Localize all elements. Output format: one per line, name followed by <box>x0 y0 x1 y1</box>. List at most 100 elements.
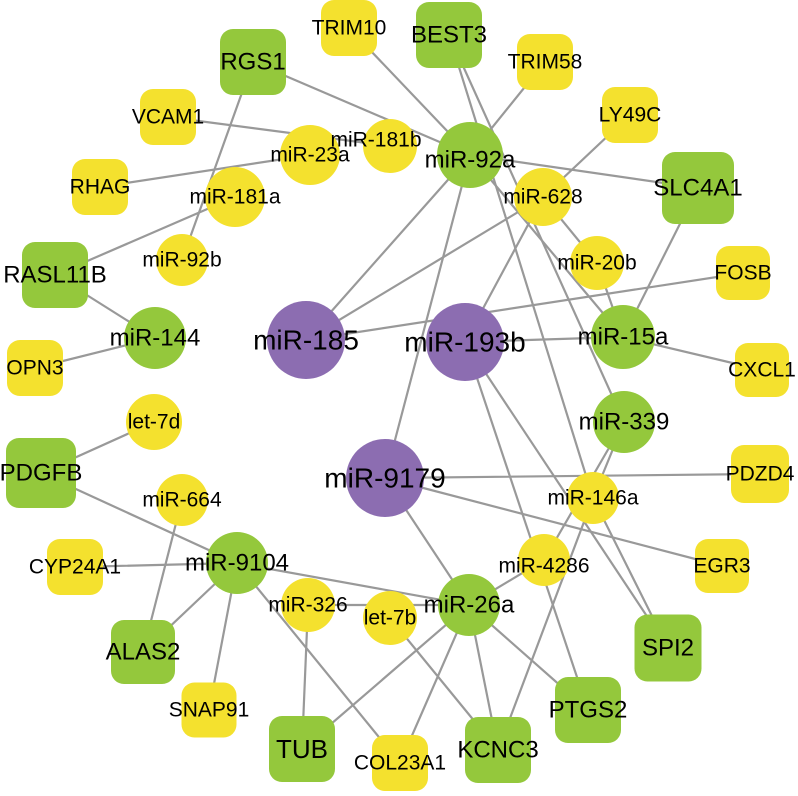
mirna-circle[interactable] <box>593 391 655 453</box>
gene-square[interactable] <box>695 539 749 593</box>
gene-square[interactable] <box>372 735 428 791</box>
mirna-circle[interactable] <box>206 532 268 594</box>
node-LY49C[interactable]: LY49C <box>599 87 662 143</box>
edge-SLC4A1--miR-92a <box>468 153 700 190</box>
gene-square[interactable] <box>634 614 702 682</box>
gene-square[interactable] <box>111 620 175 684</box>
gene-square[interactable] <box>555 677 621 743</box>
gene-square[interactable] <box>6 438 76 508</box>
edge-KCNC3--miR-146a <box>496 496 595 752</box>
mirna-circle[interactable] <box>156 234 208 286</box>
edge-miR-92a--miR-15a <box>468 153 625 339</box>
mirna-circle[interactable] <box>205 167 265 227</box>
node-miR-23a[interactable]: miR-23a <box>270 125 350 185</box>
node-FOSB[interactable]: FOSB <box>714 246 772 300</box>
node-TRIM10[interactable]: TRIM10 <box>312 0 387 56</box>
node-CXCL1[interactable]: CXCL1 <box>728 343 796 397</box>
node-miR-664[interactable]: miR-664 <box>142 474 222 526</box>
mirna-circle[interactable] <box>570 236 624 290</box>
node-miR-92a[interactable]: miR-92a <box>425 122 516 188</box>
node-miR-181a[interactable]: miR-181a <box>189 167 281 227</box>
mirna-circle[interactable] <box>363 119 417 173</box>
node-TUB[interactable]: TUB <box>269 716 335 782</box>
mirna-circle[interactable] <box>591 305 655 369</box>
node-BEST3[interactable]: BEST3 <box>411 2 487 68</box>
node-SPI2[interactable]: SPI2 <box>634 614 702 682</box>
gene-square[interactable] <box>517 34 573 90</box>
edge-COL23A1--miR-9104 <box>235 561 402 765</box>
node-RGS1[interactable]: RGS1 <box>220 29 286 95</box>
node-miR-144[interactable]: miR-144 <box>110 307 201 369</box>
gene-square[interactable] <box>47 539 103 595</box>
gene-square[interactable] <box>7 340 63 396</box>
mirna-circle[interactable] <box>438 574 500 636</box>
node-miR-185[interactable]: miR-185 <box>253 301 359 379</box>
node-miR-339[interactable]: miR-339 <box>579 391 670 453</box>
node-miR-628[interactable]: miR-628 <box>503 168 583 226</box>
gene-square[interactable] <box>22 242 88 308</box>
node-SNAP91[interactable]: SNAP91 <box>169 682 250 738</box>
mirna-circle[interactable] <box>518 534 570 586</box>
hub-mirna-circle[interactable] <box>426 303 504 381</box>
mirna-circle[interactable] <box>126 394 182 450</box>
gene-square[interactable] <box>716 246 770 300</box>
edge-FOSB--miR-185 <box>304 271 745 342</box>
node-EGR3[interactable]: EGR3 <box>693 539 751 593</box>
hub-mirna-circle[interactable] <box>346 439 424 517</box>
edge-miR-185--miR-92a <box>304 153 472 342</box>
gene-square[interactable] <box>731 445 789 503</box>
mirna-circle[interactable] <box>280 125 340 185</box>
node-TRIM58[interactable]: TRIM58 <box>508 34 583 90</box>
gene-square[interactable] <box>269 716 335 782</box>
node-miR-181b[interactable]: miR-181b <box>330 119 422 173</box>
node-VCAM1[interactable]: VCAM1 <box>132 89 204 145</box>
mirna-circle[interactable] <box>281 578 335 632</box>
node-miR-15a[interactable]: miR-15a <box>578 305 669 369</box>
mirna-circle[interactable] <box>567 472 619 524</box>
mirna-circle[interactable] <box>363 591 417 645</box>
mirna-circle[interactable] <box>156 474 208 526</box>
mirna-circle[interactable] <box>514 168 572 226</box>
edge-PTGS2--miR-193b <box>463 340 590 712</box>
gene-square[interactable] <box>735 343 789 397</box>
gene-square[interactable] <box>602 87 658 143</box>
node-miR-92b[interactable]: miR-92b <box>142 234 222 286</box>
gene-square[interactable] <box>465 717 531 783</box>
edge-RGS1--miR-92a <box>251 60 472 157</box>
node-PTGS2[interactable]: PTGS2 <box>549 677 628 743</box>
node-KCNC3[interactable]: KCNC3 <box>457 717 539 783</box>
node-SLC4A1[interactable]: SLC4A1 <box>653 152 743 224</box>
node-RHAG[interactable]: RHAG <box>70 159 131 215</box>
edge-BEST3--miR-339 <box>447 33 626 424</box>
node-PDGFB[interactable]: PDGFB <box>0 438 82 508</box>
gene-square[interactable] <box>321 0 377 56</box>
gene-square[interactable] <box>662 152 734 224</box>
edge-miR-9104--miR-26a <box>235 561 471 607</box>
node-miR-146a[interactable]: miR-146a <box>547 472 639 524</box>
edge-VCAM1--miR-181b <box>166 115 392 148</box>
edge-miR-9179--miR-92a <box>383 153 472 480</box>
node-COL23A1[interactable]: COL23A1 <box>354 735 446 791</box>
mirna-circle[interactable] <box>437 122 503 188</box>
gene-square[interactable] <box>416 2 482 68</box>
node-miR-193b[interactable]: miR-193b <box>404 303 526 381</box>
node-OPN3[interactable]: OPN3 <box>6 340 64 396</box>
edge-PDZD4--miR-9179 <box>383 472 762 480</box>
edge-BEST3--miR-146a <box>447 33 595 500</box>
mirna-circle[interactable] <box>124 307 186 369</box>
hub-mirna-circle[interactable] <box>267 301 345 379</box>
gene-square[interactable] <box>72 159 128 215</box>
node-PDZD4[interactable]: PDZD4 <box>726 445 795 503</box>
node-let-7b[interactable]: let-7b <box>363 591 417 645</box>
node-miR-20b[interactable]: miR-20b <box>557 236 637 290</box>
gene-square[interactable] <box>220 29 286 95</box>
node-let-7d[interactable]: let-7d <box>126 394 182 450</box>
node-ALAS2[interactable]: ALAS2 <box>106 620 181 684</box>
edge-EGR3--miR-9179 <box>383 476 724 568</box>
gene-square[interactable] <box>181 682 237 738</box>
edge-miR-185--miR-628 <box>304 195 545 342</box>
gene-square[interactable] <box>140 89 196 145</box>
